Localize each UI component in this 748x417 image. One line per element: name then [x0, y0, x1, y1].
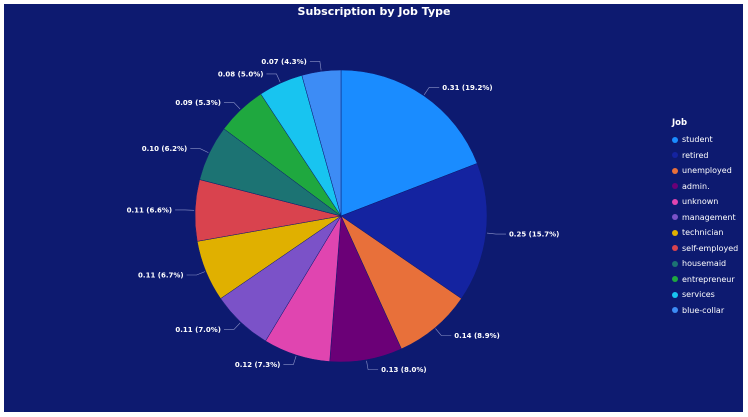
legend-label: unemployed: [682, 166, 732, 176]
legend-marker: [672, 291, 678, 298]
legend-label: blue-collar: [682, 305, 725, 315]
leader-line-management: [223, 322, 241, 330]
leader-line-blue-collar: [309, 61, 322, 71]
legend-label: self-employed: [682, 243, 739, 253]
data-label-student: 0.31 (19.2%): [442, 84, 492, 92]
legend-marker: [672, 229, 678, 236]
legend-label: services: [682, 290, 715, 300]
legend-marker: [672, 136, 678, 143]
data-label-technician: 0.11 (6.7%): [138, 272, 184, 280]
legend-item-housemaid[interactable]: housemaid: [672, 256, 738, 272]
chart-title: Subscription by Job Type: [297, 5, 451, 18]
legend-label: entrepreneur: [682, 274, 735, 284]
legend-items: student retired unemployed admin. unknown man…: [672, 132, 738, 318]
legend-item-student[interactable]: student: [672, 132, 738, 148]
legend-item-admin[interactable]: admin.: [672, 179, 738, 195]
leader-line-student: [423, 87, 440, 95]
data-label-housemaid: 0.10 (6.2%): [142, 145, 188, 153]
legend-label: management: [682, 212, 736, 222]
leader-line-unemployed: [435, 328, 452, 336]
leader-line-entrepreneur: [223, 102, 241, 110]
leader-line-retired: [486, 232, 506, 235]
data-label-entrepreneur: 0.09 (5.3%): [175, 99, 221, 107]
data-label-self-employed: 0.11 (6.6%): [127, 206, 173, 214]
legend-marker: [672, 198, 678, 205]
legend-marker: [672, 167, 678, 174]
data-label-unknown: 0.12 (7.3%): [235, 361, 281, 369]
data-label-management: 0.11 (7.0%): [175, 326, 221, 334]
data-label-unemployed: 0.14 (8.9%): [454, 332, 500, 340]
legend-label: retired: [682, 150, 709, 160]
legend-item-services[interactable]: services: [672, 287, 738, 303]
data-label-retired: 0.25 (15.7%): [509, 231, 559, 239]
legend-item-unknown[interactable]: unknown: [672, 194, 738, 210]
legend: Job student retired unemployed admin. unknow…: [672, 118, 738, 318]
legend-item-technician[interactable]: technician: [672, 225, 738, 241]
legend-marker: [672, 152, 678, 159]
legend-item-entrepreneur[interactable]: entrepreneur: [672, 272, 738, 288]
pie-slice-blue-collar[interactable]: [301, 69, 342, 217]
legend-item-unemployed[interactable]: unemployed: [672, 163, 738, 179]
legend-label: technician: [682, 228, 724, 238]
legend-label: admin.: [682, 181, 710, 191]
legend-marker: [672, 276, 678, 283]
data-label-blue-collar: 0.07 (4.3%): [261, 58, 307, 66]
leader-line-technician: [186, 271, 206, 276]
legend-label: unknown: [682, 197, 719, 207]
data-label-services: 0.08 (5.0%): [218, 70, 264, 78]
leader-line-services: [266, 73, 281, 83]
legend-item-self-employed[interactable]: self-employed: [672, 241, 738, 257]
pie-slice-retired[interactable]: [340, 163, 488, 299]
legend-marker: [672, 214, 678, 221]
leader-line-housemaid: [190, 148, 209, 153]
leader-line-unknown: [283, 355, 297, 365]
legend-label: student: [682, 135, 713, 145]
legend-item-retired[interactable]: retired: [672, 148, 738, 164]
legend-marker: [672, 183, 678, 190]
legend-item-blue-collar[interactable]: blue-collar: [672, 303, 738, 319]
pie-slice-student[interactable]: [340, 69, 478, 217]
leader-line-admin: [366, 360, 379, 370]
legend-title: Job: [672, 118, 688, 128]
legend-marker: [672, 307, 678, 314]
legend-marker: [672, 245, 678, 252]
legend-marker: [672, 260, 678, 267]
legend-label: housemaid: [682, 259, 727, 269]
data-label-admin: 0.13 (8.0%): [381, 366, 427, 374]
legend-item-management[interactable]: management: [672, 210, 738, 226]
